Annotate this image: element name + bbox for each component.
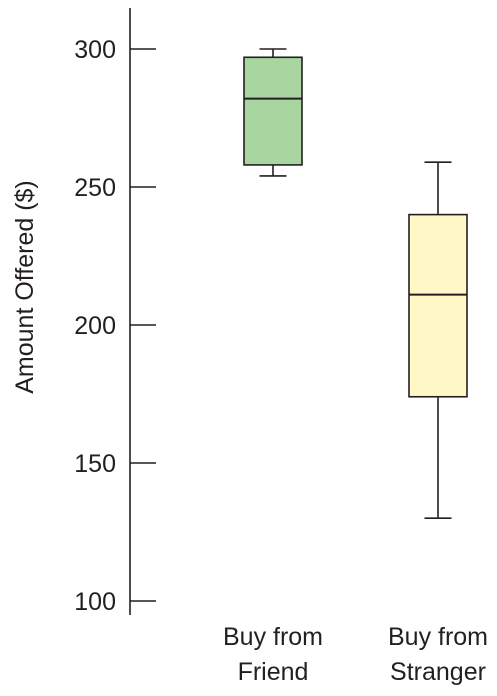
category-label: Stranger <box>390 658 486 686</box>
category-labels: Buy from Friend Buy from Stranger <box>223 623 488 686</box>
category-label: Buy from <box>388 623 488 651</box>
category-label: Buy from <box>223 623 323 651</box>
box-plot-group <box>243 48 303 177</box>
y-tick-label: 300 <box>74 36 116 64</box>
box-plot-group <box>408 161 468 520</box>
box-iqr <box>243 56 303 166</box>
y-tick-label: 200 <box>74 312 116 340</box>
y-axis: 100 150 200 250 300 <box>74 8 156 616</box>
y-tick-label: 100 <box>74 588 116 616</box>
box-plots <box>243 48 468 520</box>
y-tick-label: 250 <box>74 174 116 202</box>
y-tick-label: 150 <box>74 450 116 478</box>
category-label: Friend <box>238 658 309 686</box>
y-axis-title: Amount Offered ($) <box>11 180 39 394</box>
box-iqr <box>408 213 468 398</box>
